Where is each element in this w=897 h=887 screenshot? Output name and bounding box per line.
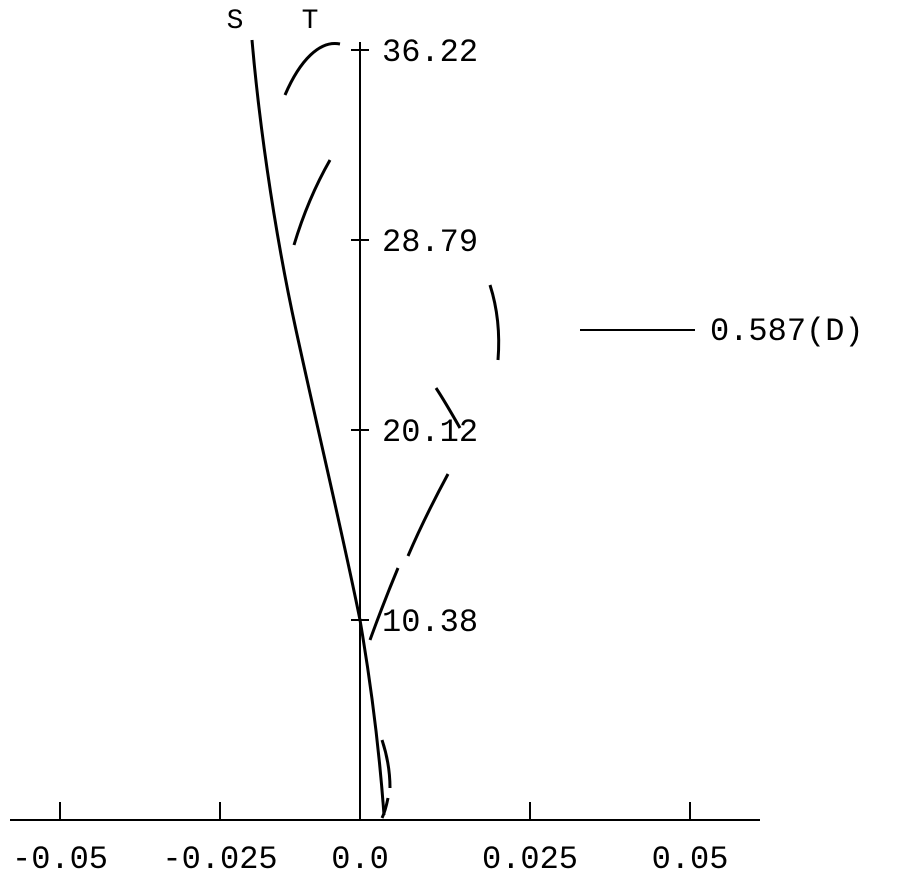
series-label: T [302, 6, 319, 37]
curve-t-segment [490, 285, 499, 360]
series-label: S [227, 6, 244, 37]
curve-s [252, 40, 384, 815]
legend-text: 0.587(D) [710, 313, 864, 350]
x-tick-label: -0.05 [12, 841, 108, 878]
curve-t-segment [285, 43, 340, 95]
x-tick-label: 0.05 [652, 841, 729, 878]
x-tick-label: 0.0 [331, 841, 389, 878]
curve-t-segment [408, 474, 448, 556]
curve-t-segment [382, 740, 390, 788]
y-tick-label: 36.22 [382, 34, 478, 71]
y-tick-label: 10.38 [382, 604, 478, 641]
y-tick-label: 20.12 [382, 414, 478, 451]
x-tick-label: 0.025 [482, 841, 578, 878]
curve-t-segment [294, 160, 330, 245]
y-tick-label: 28.79 [382, 224, 478, 261]
x-tick-label: -0.025 [162, 841, 277, 878]
